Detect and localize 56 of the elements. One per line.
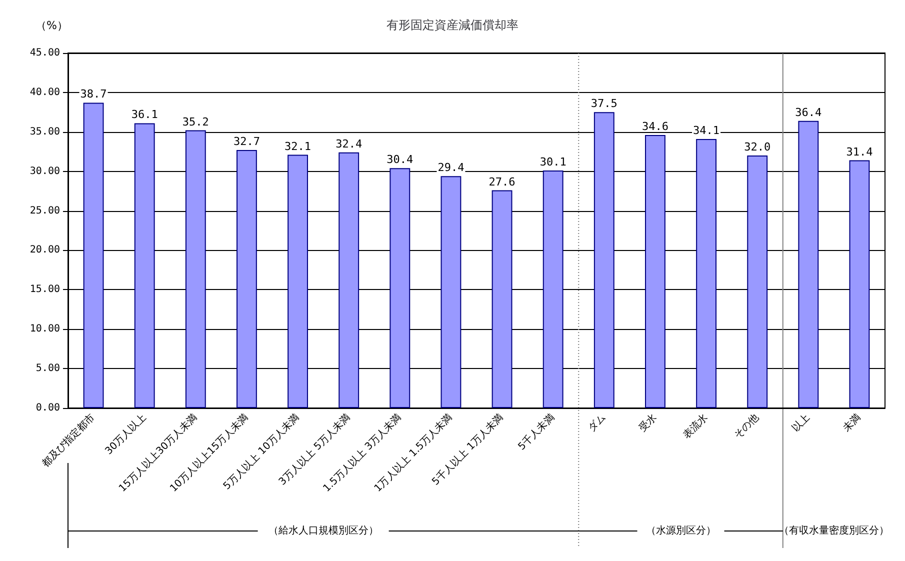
bar (236, 150, 257, 408)
y-tick-label: 45.00 (30, 48, 60, 58)
x-tick-label: その他 (732, 411, 762, 442)
text: （給水人口規模別区分） (268, 524, 378, 536)
y-tick-label: 10.00 (30, 324, 60, 335)
y-tick-label: 40.00 (30, 86, 60, 98)
data-label: 29.4 (438, 161, 465, 174)
x-tick-label: 30万人以上 (102, 411, 148, 458)
text: （有収水量密度別区分） (778, 524, 889, 536)
bar (440, 176, 462, 408)
bar (288, 154, 308, 408)
y-tick-label: 5.00 (36, 363, 60, 374)
y-tick-label: 30.00 (30, 166, 60, 177)
x-tick-label: 未満 (840, 411, 864, 434)
y-tick-label: 15.00 (30, 284, 60, 296)
bar (798, 120, 819, 408)
x-tick-label: 都及び指定都市 (39, 411, 98, 470)
data-label: 36.1 (131, 108, 158, 122)
data-label: 30.4 (386, 153, 414, 166)
bar (390, 168, 410, 408)
bar (594, 112, 614, 408)
y-tick-label: 20.00 (30, 244, 60, 256)
data-label: 34.1 (693, 124, 720, 137)
bar (747, 156, 768, 408)
data-label: 32.4 (336, 137, 362, 150)
y-axis-title: （%） (36, 19, 68, 32)
bar (83, 102, 104, 408)
bar (134, 123, 155, 408)
x-tick-label: 5千人未満 (516, 411, 557, 453)
bar (185, 130, 206, 408)
bar (849, 160, 870, 408)
data-label: 27.6 (488, 175, 516, 188)
bar (492, 190, 512, 408)
x-tick-label: 以上 (790, 411, 812, 434)
bar (645, 135, 666, 408)
data-label: 32.0 (744, 140, 771, 154)
y-tick-label: 0.00 (36, 402, 60, 414)
data-label: 35.2 (182, 115, 209, 128)
data-label: 32.7 (233, 135, 260, 148)
y-tick-label: 35.00 (30, 126, 60, 138)
data-label: 37.5 (590, 97, 618, 110)
bar (696, 138, 716, 408)
x-tick-label: ダム (585, 411, 608, 434)
data-label: 31.4 (846, 145, 874, 158)
data-label: 32.1 (284, 140, 312, 153)
bar (338, 152, 360, 408)
data-label: 34.6 (642, 120, 668, 134)
data-label: 36.4 (795, 106, 822, 119)
chart-title: 有形固定資産減価償却率 (386, 18, 518, 32)
y-tick-label: 25.00 (30, 205, 60, 216)
x-tick-label: 表流水 (680, 411, 710, 442)
data-label: 30.1 (540, 156, 566, 169)
data-label: 38.7 (80, 88, 107, 101)
text: （水源別区分） (646, 524, 716, 536)
bar (542, 170, 564, 408)
x-tick-label: 受水 (636, 411, 660, 434)
